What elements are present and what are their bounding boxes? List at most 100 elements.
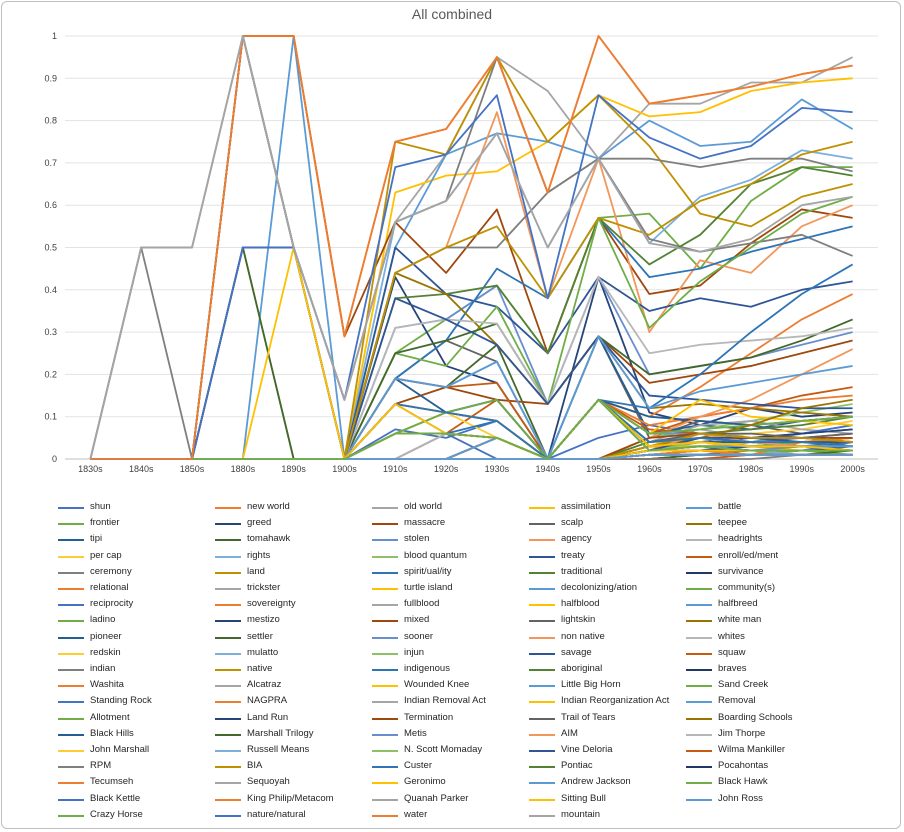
legend-label: shun <box>90 501 111 512</box>
y-tick-label: 0.7 <box>44 158 57 168</box>
legend-swatch <box>372 685 398 688</box>
legend-swatch <box>686 571 712 574</box>
legend-label: Allotment <box>90 711 130 723</box>
legend-swatch <box>372 604 398 607</box>
legend-label: Alcatraz <box>247 679 282 691</box>
legend-swatch <box>372 588 398 590</box>
line-chart: 0 0.1 0.2 0.3 0.4 0.5 0.6 0.7 0.8 0.9 1 1830s 1840s… <box>44 31 878 474</box>
legend-swatch <box>529 766 555 769</box>
legend-label: fullblood <box>404 598 440 610</box>
legend-swatch <box>58 798 84 801</box>
legend-swatch <box>529 717 555 720</box>
legend-label: settler <box>247 630 273 642</box>
series-line <box>90 56 853 460</box>
legend-label: enroll/ed/ment <box>718 549 779 561</box>
legend-swatch <box>686 555 712 558</box>
legend-swatch <box>372 782 398 785</box>
x-tick-label: 1950s <box>586 464 611 474</box>
legend-label: AIM <box>561 727 578 739</box>
x-tick-label: 1910s <box>383 464 408 474</box>
legend-swatch <box>58 669 84 671</box>
legend-label: NAGPRA <box>247 695 288 707</box>
legend-swatch <box>215 782 241 785</box>
legend-label: Wounded Knee <box>404 679 470 691</box>
x-tick-label: 1880s <box>231 464 256 474</box>
legend-label: sooner <box>404 630 434 642</box>
legend-swatch <box>58 636 84 639</box>
legend-label: Sand Creek <box>718 679 769 691</box>
legend-label: tomahawk <box>247 533 291 545</box>
legend-swatch <box>529 539 555 542</box>
legend-swatch <box>215 636 241 639</box>
legend-swatch <box>686 798 712 801</box>
legend-swatch <box>686 539 712 542</box>
legend-swatch <box>58 523 84 526</box>
legend-swatch <box>58 814 84 817</box>
legend-swatch <box>686 523 712 526</box>
legend-label: land <box>247 565 265 577</box>
legend-swatch <box>215 814 241 817</box>
legend-label: BIA <box>247 760 263 772</box>
legend-label: halfbreed <box>718 598 758 610</box>
legend-swatch <box>215 685 241 688</box>
legend-swatch <box>686 766 712 769</box>
legend-label: turtle island <box>404 582 453 593</box>
legend-label: Little Big Horn <box>561 679 621 691</box>
legend-swatch <box>215 798 241 801</box>
legend-label: Sitting Bull <box>561 792 606 804</box>
legend-swatch <box>529 750 555 752</box>
y-tick-label: 0.6 <box>44 200 57 210</box>
legend-swatch <box>372 798 398 801</box>
legend-label: mestizo <box>247 614 280 626</box>
x-tick-label: 1970s <box>688 464 713 474</box>
legend-label: braves <box>718 663 747 674</box>
legend-label: survivance <box>718 565 764 577</box>
legend-swatch <box>372 539 398 542</box>
legend-label: Pocahontas <box>718 760 769 772</box>
legend-swatch <box>372 507 398 509</box>
legend-label: indian <box>90 663 116 674</box>
legend-label: agency <box>561 533 592 545</box>
legend-label: Andrew Jackson <box>561 776 631 788</box>
legend-label: battle <box>718 501 742 512</box>
legend-label: trickster <box>247 582 281 593</box>
legend-label: blood quantum <box>404 549 467 561</box>
legend-label: indigenous <box>404 663 450 674</box>
legend-swatch <box>372 750 398 752</box>
legend-swatch <box>529 588 555 590</box>
legend-label: RPM <box>90 760 112 772</box>
legend-swatch <box>686 733 712 736</box>
legend-label: rights <box>247 549 271 561</box>
legend-label: reciprocity <box>90 598 134 610</box>
legend-label: John Marshall <box>90 744 150 755</box>
y-tick-label: 1 <box>52 31 57 41</box>
legend-swatch <box>529 523 555 526</box>
legend-label: Termination <box>404 711 454 723</box>
series-line <box>90 398 853 460</box>
y-tick-label: 0 <box>52 454 57 464</box>
y-tick-label: 0.4 <box>44 285 57 295</box>
legend-swatch <box>529 669 555 671</box>
x-tick-label: 1930s <box>485 464 510 474</box>
legend-swatch <box>686 750 712 752</box>
legend-label: whites <box>718 630 745 642</box>
x-tick-label: 1940s <box>535 464 560 474</box>
y-tick-label: 0.9 <box>44 73 57 83</box>
legend-swatch <box>372 766 398 769</box>
legend-label: Crazy Horse <box>90 808 143 820</box>
y-tick-label: 0.3 <box>44 327 57 337</box>
legend-swatch <box>529 604 555 607</box>
legend-label: Black Hills <box>90 727 134 739</box>
legend-label: mulatto <box>247 646 279 658</box>
legend-label: new world <box>247 501 290 512</box>
x-tick-label: 1920s <box>434 464 459 474</box>
legend-label: traditional <box>561 565 603 577</box>
legend-swatch <box>372 669 398 671</box>
legend-swatch <box>215 555 241 558</box>
legend-swatch <box>58 733 84 736</box>
legend-label: Removal <box>718 695 756 707</box>
legend-label: halfblood <box>561 598 600 610</box>
legend-swatch <box>686 669 712 671</box>
legend-swatch <box>58 588 84 590</box>
legend-swatch <box>58 717 84 720</box>
